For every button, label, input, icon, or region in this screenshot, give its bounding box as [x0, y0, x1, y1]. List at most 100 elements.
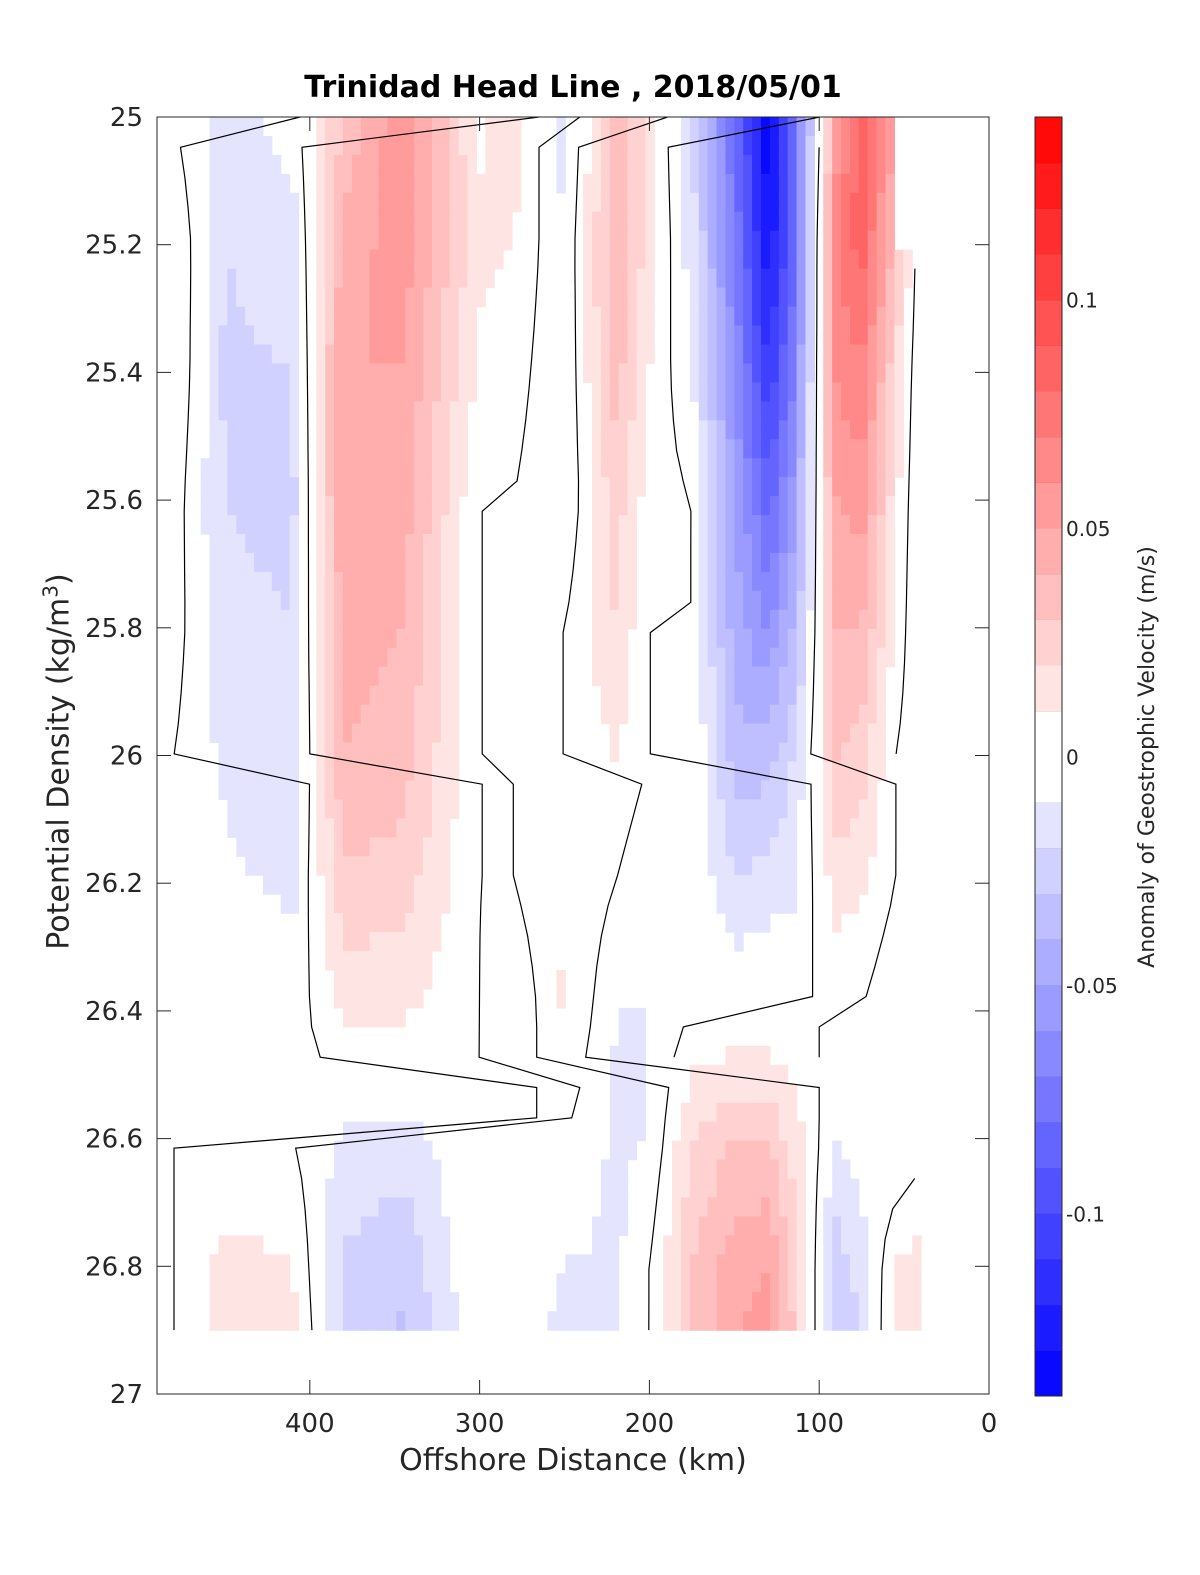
contour-cell: [796, 1216, 807, 1236]
contour-cell: [752, 420, 762, 440]
contour-cell: [440, 135, 451, 156]
contour-cell: [752, 515, 762, 535]
contour-cell: [431, 249, 442, 270]
contour-cell: [832, 571, 842, 592]
contour-cell: [743, 856, 753, 876]
contour-cell: [725, 268, 735, 289]
contour-cell: [414, 1140, 424, 1161]
contour-cell: [218, 666, 228, 687]
contour-cell: [494, 173, 504, 194]
contour-cell: [325, 837, 335, 857]
contour-cell: [289, 742, 300, 763]
contour-cell: [316, 420, 326, 440]
contour-cell: [716, 192, 727, 213]
contour-cell: [423, 1140, 433, 1161]
contour-cell: [334, 458, 344, 478]
contour-cell: [707, 799, 718, 819]
contour-cell: [387, 837, 397, 857]
contour-cell: [769, 1140, 780, 1161]
contour-cell: [894, 249, 904, 270]
contour-cell: [707, 1292, 718, 1312]
contour-cell: [778, 1121, 789, 1142]
contour-cell: [440, 458, 451, 478]
contour-cell: [787, 1311, 798, 1331]
contour-cell: [636, 382, 646, 402]
contour-cell: [396, 761, 406, 782]
contour-cell: [592, 117, 602, 137]
contour-cell: [458, 420, 469, 440]
contour-cell: [396, 1292, 406, 1312]
contour-cell: [849, 609, 860, 630]
contour-cell: [752, 571, 762, 592]
contour-cell: [858, 837, 869, 857]
contour-cell: [396, 135, 406, 156]
contour-cell: [618, 1045, 629, 1066]
contour-cell: [334, 1235, 344, 1255]
contour-cell: [262, 154, 273, 175]
contour-cell: [360, 609, 371, 630]
contour-cell: [734, 913, 744, 933]
contour-cell: [769, 344, 780, 365]
contour-cell: [796, 1197, 807, 1218]
contour-cell: [378, 951, 389, 971]
contour-cell: [600, 382, 611, 402]
contour-cell: [405, 1235, 415, 1255]
contour-cell: [823, 382, 833, 402]
contour-cell: [867, 287, 878, 308]
contour-cell: [280, 249, 291, 270]
contour-cell: [778, 363, 789, 383]
contour-cell: [832, 458, 842, 478]
contour-cell: [787, 1102, 798, 1123]
contour-cell: [725, 628, 735, 649]
contour-cell: [716, 571, 727, 592]
contour-cell: [698, 135, 709, 156]
contour-cell: [218, 230, 228, 251]
contour-cell: [378, 1121, 389, 1142]
contour-cell: [431, 552, 442, 573]
contour-cell: [743, 1083, 753, 1104]
contour-cell: [778, 1197, 789, 1218]
contour-cell: [769, 211, 780, 232]
contour-cell: [778, 154, 789, 175]
contour-cell: [449, 154, 460, 175]
contour-cell: [342, 1235, 353, 1255]
contour-cell: [743, 135, 753, 156]
contour-cell: [627, 1026, 638, 1047]
contour-cell: [289, 211, 300, 232]
y-tick-label: 25.4: [85, 358, 143, 388]
contour-cell: [369, 856, 380, 876]
contour-cell: [858, 382, 869, 402]
contour-cell: [725, 704, 735, 725]
contour-cell: [458, 268, 469, 289]
contour-cell: [600, 628, 611, 649]
contour-cell: [280, 420, 291, 440]
contour-cell: [609, 477, 620, 497]
contour-cell: [334, 135, 344, 156]
contour-cell: [849, 1178, 860, 1199]
contour-cell: [254, 287, 264, 308]
contour-cell: [342, 477, 353, 497]
contour-cell: [369, 894, 380, 914]
contour-cell: [707, 401, 718, 421]
contour-cell: [769, 1197, 780, 1218]
contour-cell: [627, 1102, 638, 1123]
contour-cell: [414, 951, 424, 971]
contour-cell: [760, 856, 771, 876]
contour-cell: [378, 988, 389, 1009]
contour-cell: [369, 515, 380, 535]
contour-cell: [912, 1254, 922, 1274]
contour-cell: [823, 685, 833, 706]
contour-cell: [280, 344, 291, 365]
contour-cell: [680, 1121, 691, 1142]
zero-contour-line: [810, 147, 897, 1058]
contour-cell: [592, 666, 602, 687]
contour-cell: [245, 211, 255, 232]
contour-cell: [387, 192, 397, 213]
contour-cell: [440, 856, 451, 876]
contour-cell: [734, 1216, 744, 1236]
contour-cell: [431, 571, 442, 592]
contour-cell: [760, 1083, 771, 1104]
contour-cell: [832, 192, 842, 213]
contour-cell: [627, 363, 638, 383]
contour-cell: [707, 268, 718, 289]
